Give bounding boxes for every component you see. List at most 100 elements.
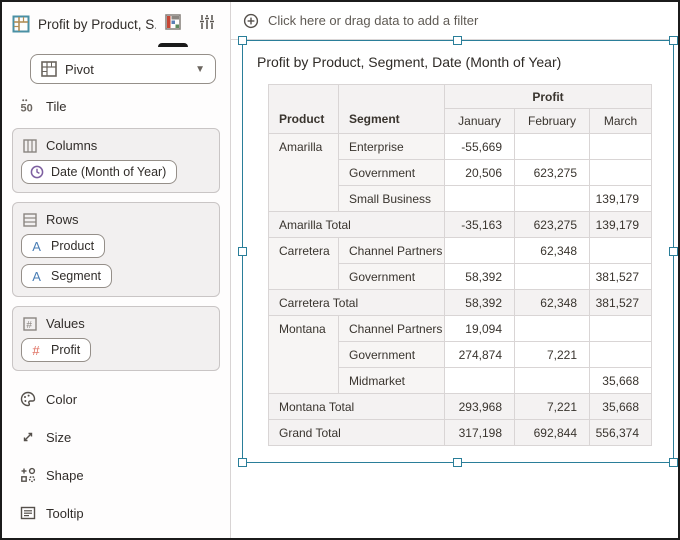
viz-header: Profit by Product, S... bbox=[2, 2, 230, 47]
value-cell[interactable]: 139,179 bbox=[589, 185, 652, 212]
resize-handle-top-left[interactable] bbox=[238, 36, 247, 45]
value-cell[interactable] bbox=[589, 315, 652, 342]
month-header[interactable]: March bbox=[589, 108, 652, 134]
value-cell[interactable]: -35,163 bbox=[444, 211, 515, 238]
value-cell[interactable] bbox=[589, 133, 652, 160]
resize-handle-bottom-right[interactable] bbox=[669, 458, 678, 467]
dim-header[interactable]: Segment bbox=[338, 84, 445, 134]
row-header-segment[interactable]: Midmarket bbox=[338, 367, 445, 394]
value-cell[interactable]: 19,094 bbox=[444, 315, 515, 342]
rows-label: Rows bbox=[46, 212, 79, 227]
row-header-segment[interactable]: Channel Partners bbox=[338, 237, 445, 264]
value-cell[interactable]: 623,275 bbox=[514, 159, 590, 186]
value-cell[interactable]: 62,348 bbox=[514, 237, 590, 264]
pivot-table-container: Product Segment Profit January February March… bbox=[268, 84, 652, 446]
pill-label: Profit bbox=[51, 343, 81, 357]
row-header-segment[interactable]: Enterprise bbox=[338, 133, 445, 160]
total-row-label[interactable]: Grand Total bbox=[268, 419, 445, 446]
resize-handle-middle-right[interactable] bbox=[669, 246, 678, 256]
table-row: Carretera Total 58,392 62,348 381,527 bbox=[268, 289, 652, 316]
table-row: Amarilla Total -35,163 623,275 139,179 bbox=[268, 211, 652, 238]
tab-grammar[interactable] bbox=[156, 2, 190, 47]
row-header-segment[interactable]: Government bbox=[338, 341, 445, 368]
row-header-segment[interactable]: Government bbox=[338, 159, 445, 186]
value-cell[interactable] bbox=[514, 185, 590, 212]
value-cell[interactable] bbox=[444, 367, 515, 394]
total-row-label[interactable]: Carretera Total bbox=[268, 289, 445, 316]
value-cell[interactable]: -55,669 bbox=[444, 133, 515, 160]
row-header-segment[interactable]: Small Business bbox=[338, 185, 445, 212]
value-cell[interactable]: 556,374 bbox=[589, 419, 652, 446]
value-cell[interactable] bbox=[514, 315, 590, 342]
resize-handle-middle-left[interactable] bbox=[238, 246, 247, 256]
drop-target-tooltip[interactable]: Tooltip bbox=[20, 494, 220, 532]
row-header-segment[interactable]: Government bbox=[338, 263, 445, 290]
add-filter-icon bbox=[243, 13, 259, 28]
value-cell[interactable]: 7,221 bbox=[514, 393, 590, 420]
value-cell[interactable] bbox=[589, 237, 652, 264]
value-cell[interactable]: 274,874 bbox=[444, 341, 515, 368]
pill-profit[interactable]: # Profit bbox=[21, 338, 92, 362]
filter-bar[interactable]: Click here or drag data to add a filter bbox=[231, 2, 678, 40]
columns-header: Columns bbox=[23, 138, 211, 153]
properties-panel-icon bbox=[200, 15, 214, 29]
value-cell[interactable]: 62,348 bbox=[514, 289, 590, 316]
resize-handle-top-middle[interactable] bbox=[453, 36, 462, 45]
pill-date-month-of-year[interactable]: Date (Month of Year) bbox=[21, 160, 178, 184]
value-cell[interactable]: 381,527 bbox=[589, 289, 652, 316]
value-cell[interactable]: 35,668 bbox=[589, 393, 652, 420]
drop-target-columns[interactable]: Columns Date (Month of Year) bbox=[12, 128, 220, 193]
grammar-panel-icon bbox=[165, 14, 181, 30]
dim-header[interactable]: Product bbox=[268, 84, 339, 134]
value-cell[interactable]: 317,198 bbox=[444, 419, 515, 446]
value-cell[interactable] bbox=[514, 133, 590, 160]
resize-handle-bottom-left[interactable] bbox=[238, 458, 247, 467]
row-header-product[interactable]: Amarilla bbox=[268, 133, 339, 212]
value-cell[interactable]: 7,221 bbox=[514, 341, 590, 368]
svg-text:#: # bbox=[26, 319, 32, 330]
total-row-label[interactable]: Montana Total bbox=[268, 393, 445, 420]
value-cell[interactable] bbox=[589, 159, 652, 186]
value-cell[interactable] bbox=[514, 263, 590, 290]
drop-target-rows[interactable]: Rows A Product A Segment bbox=[12, 202, 220, 297]
drop-target-color[interactable]: Color bbox=[20, 380, 220, 418]
value-cell[interactable]: 692,844 bbox=[514, 419, 590, 446]
value-cell[interactable]: 35,668 bbox=[589, 367, 652, 394]
value-cell[interactable]: 58,392 bbox=[444, 263, 515, 290]
viz-title-truncated: Profit by Product, S... bbox=[38, 16, 156, 32]
month-header[interactable]: February bbox=[514, 108, 590, 134]
pill-product[interactable]: A Product bbox=[21, 234, 106, 258]
size-label: Size bbox=[46, 429, 72, 445]
pivot-table[interactable]: Product Segment Profit January February March… bbox=[268, 84, 652, 446]
value-cell[interactable] bbox=[444, 185, 515, 212]
drop-target-values[interactable]: # Values # Profit bbox=[12, 306, 220, 371]
drop-target-shape[interactable]: Shape bbox=[20, 456, 220, 494]
measure-header[interactable]: Profit bbox=[444, 84, 652, 109]
value-cell[interactable] bbox=[444, 237, 515, 264]
resize-handle-top-right[interactable] bbox=[669, 36, 678, 45]
total-row-label[interactable]: Amarilla Total bbox=[268, 211, 445, 238]
value-cell[interactable] bbox=[514, 367, 590, 394]
pill-label: Product bbox=[51, 239, 95, 253]
value-cell[interactable]: 293,968 bbox=[444, 393, 515, 420]
canvas[interactable]: Profit by Product, Segment, Date (Month … bbox=[231, 36, 678, 538]
value-cell[interactable] bbox=[589, 341, 652, 368]
month-header[interactable]: January bbox=[444, 108, 515, 134]
viz-type-select[interactable]: Pivot ▼ bbox=[30, 54, 216, 84]
value-cell[interactable]: 139,179 bbox=[589, 211, 652, 238]
drop-target-filters[interactable]: Filters bbox=[20, 532, 220, 538]
drop-target-size[interactable]: Size bbox=[20, 418, 220, 456]
value-cell[interactable]: 58,392 bbox=[444, 289, 515, 316]
text-attribute-icon: A bbox=[32, 269, 41, 283]
selected-visualization[interactable]: Profit by Product, Segment, Date (Month … bbox=[238, 36, 678, 467]
resize-handle-bottom-middle[interactable] bbox=[453, 458, 462, 467]
tab-properties[interactable] bbox=[190, 2, 224, 47]
value-cell[interactable]: 623,275 bbox=[514, 211, 590, 238]
drop-target-tile[interactable]: 50 Tile bbox=[20, 88, 220, 124]
value-cell[interactable]: 381,527 bbox=[589, 263, 652, 290]
pill-segment[interactable]: A Segment bbox=[21, 264, 113, 288]
row-header-product[interactable]: Montana bbox=[268, 315, 339, 394]
value-cell[interactable]: 20,506 bbox=[444, 159, 515, 186]
row-header-segment[interactable]: Channel Partners bbox=[338, 315, 445, 342]
row-header-product[interactable]: Carretera bbox=[268, 237, 339, 290]
